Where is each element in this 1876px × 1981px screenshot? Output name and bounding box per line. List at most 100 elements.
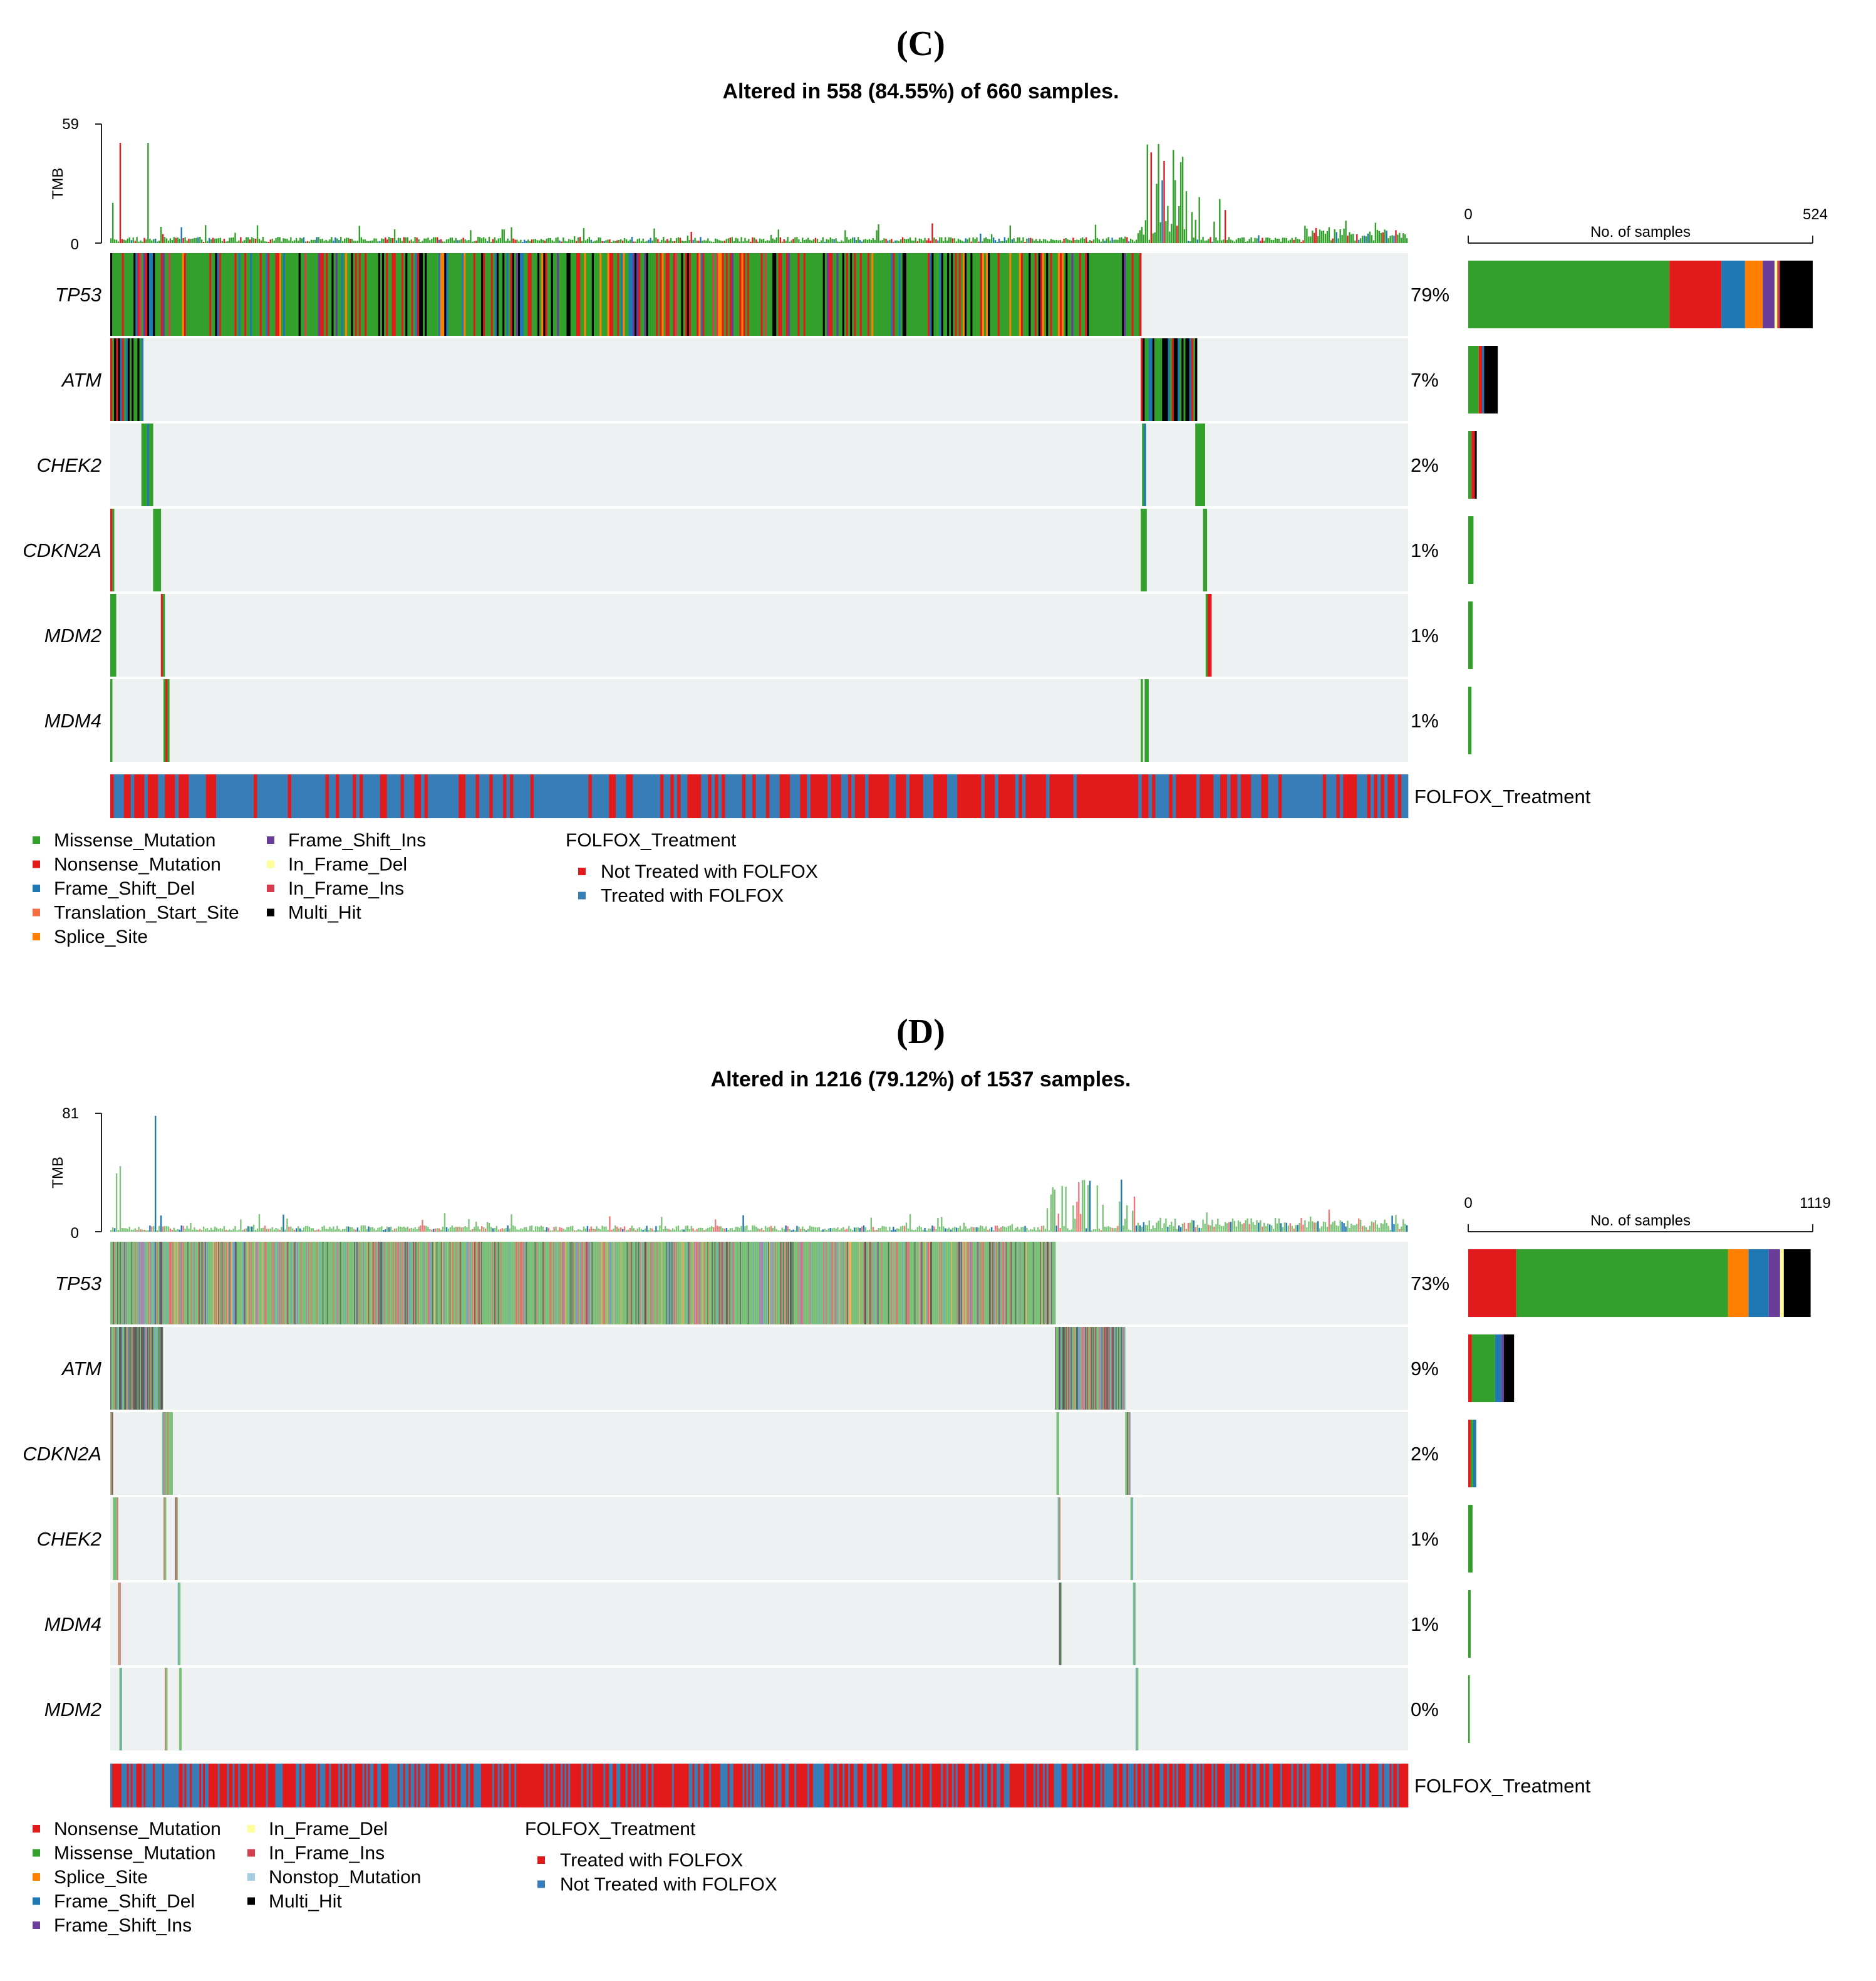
- matrix-cell: [856, 1242, 857, 1324]
- treatment-cell: [1172, 774, 1176, 818]
- matrix-cell: [1152, 338, 1155, 421]
- tmb-bar: [477, 237, 479, 243]
- matrix-cell: [407, 253, 410, 336]
- matrix-cell: [630, 1242, 631, 1324]
- tmb-bar: [863, 1225, 865, 1232]
- treatment-cell: [633, 774, 637, 818]
- tmb-bar: [418, 239, 420, 243]
- matrix-cell: [1042, 253, 1045, 336]
- treatment-cell: [249, 1764, 252, 1807]
- legend-label: Frame_Shift_Ins: [54, 1915, 192, 1936]
- gene-bar-segment: [1468, 516, 1474, 584]
- matrix-cell: [120, 338, 122, 421]
- matrix-cell: [231, 253, 233, 336]
- matrix-cell: [628, 1242, 630, 1324]
- treatment-cell: [725, 774, 729, 818]
- tmb-bar: [1091, 241, 1093, 243]
- treatment-cell: [194, 1764, 196, 1807]
- matrix-cell: [651, 253, 655, 336]
- treatment-cell: [850, 1764, 852, 1807]
- matrix-cell: [777, 1242, 778, 1324]
- tmb-bar: [1401, 1226, 1402, 1232]
- tmb-bar: [464, 1226, 466, 1232]
- matrix-cell: [891, 253, 893, 336]
- treatment-cell: [1162, 774, 1166, 818]
- treatment-cell: [1353, 774, 1357, 818]
- matrix-cell: [420, 1242, 422, 1324]
- tmb-bar: [653, 1230, 655, 1232]
- tmb-bar: [190, 239, 192, 243]
- treatment-cell: [978, 774, 982, 818]
- tmb-bar: [497, 238, 499, 243]
- matrix-cell: [155, 509, 157, 591]
- matrix-cell: [1090, 1327, 1092, 1410]
- matrix-cell: [442, 253, 445, 336]
- tmb-bar: [1335, 232, 1337, 243]
- matrix-cell: [1144, 509, 1147, 591]
- matrix-cell: [675, 253, 678, 336]
- tmb-bar: [1347, 236, 1349, 243]
- tmb-bar: [820, 240, 822, 243]
- matrix-cell: [433, 1242, 434, 1324]
- matrix-cell: [237, 1242, 239, 1324]
- matrix-cell: [1014, 1242, 1016, 1324]
- matrix-cell: [607, 253, 609, 336]
- matrix-cell: [268, 1242, 269, 1324]
- matrix-row-background: [110, 1583, 1408, 1665]
- treatment-cell: [1117, 1764, 1119, 1807]
- matrix-cell: [999, 1242, 1001, 1324]
- matrix-cell: [572, 1242, 574, 1324]
- tmb-bar: [1356, 234, 1358, 243]
- matrix-cell: [496, 253, 499, 336]
- tmb-bar: [868, 1229, 870, 1232]
- matrix-cell: [143, 424, 146, 506]
- tmb-bar: [1069, 240, 1070, 243]
- tmb-axis-title: TMB: [49, 1157, 66, 1188]
- matrix-cell: [1032, 253, 1035, 336]
- tmb-bar: [1011, 239, 1013, 243]
- matrix-cell: [229, 1242, 231, 1324]
- tmb-bar: [848, 1225, 850, 1232]
- tmb-bar: [564, 241, 566, 243]
- treatment-cell: [1092, 1764, 1096, 1807]
- tmb-bar: [1005, 240, 1008, 243]
- matrix-cell: [375, 1242, 376, 1324]
- matrix-cell: [828, 1242, 830, 1324]
- matrix-cell: [351, 253, 353, 336]
- matrix-cell: [839, 1242, 841, 1324]
- tmb-bar: [306, 241, 309, 243]
- matrix-cell: [911, 1242, 913, 1324]
- matrix-cell: [939, 253, 942, 336]
- tmb-bar: [707, 238, 709, 243]
- tmb-bar: [390, 237, 392, 243]
- treatment-cell: [993, 1764, 995, 1807]
- matrix-cell: [471, 253, 474, 336]
- tmb-bar: [1102, 239, 1104, 243]
- matrix-cell: [946, 1242, 947, 1324]
- matrix-cell: [760, 253, 763, 336]
- treatment-cell: [1008, 774, 1012, 818]
- tmb-bar: [579, 237, 581, 243]
- matrix-cell: [222, 1242, 224, 1324]
- tmb-bar: [631, 237, 633, 243]
- tmb-bar: [1059, 1227, 1061, 1232]
- matrix-cell: [591, 253, 594, 336]
- treatment-cell: [802, 1764, 804, 1807]
- treatment-cell: [723, 1764, 727, 1807]
- matrix-cell: [1047, 1242, 1048, 1324]
- matrix-cell: [141, 1242, 142, 1324]
- tmb-bar: [301, 1230, 303, 1232]
- matrix-cell: [591, 1242, 592, 1324]
- matrix-cell: [1027, 253, 1029, 336]
- matrix-row-background: [110, 1412, 1408, 1495]
- tmb-bar: [1372, 240, 1375, 243]
- matrix-cell: [175, 1242, 177, 1324]
- treatment-cell: [1052, 774, 1057, 818]
- treatment-cell: [1069, 1764, 1071, 1807]
- matrix-cell: [550, 1242, 552, 1324]
- tmb-bar: [182, 1225, 184, 1232]
- tmb-bar: [996, 1225, 998, 1232]
- matrix-cell: [678, 1242, 680, 1324]
- treatment-cell: [306, 1764, 309, 1807]
- tmb-bar: [562, 237, 564, 243]
